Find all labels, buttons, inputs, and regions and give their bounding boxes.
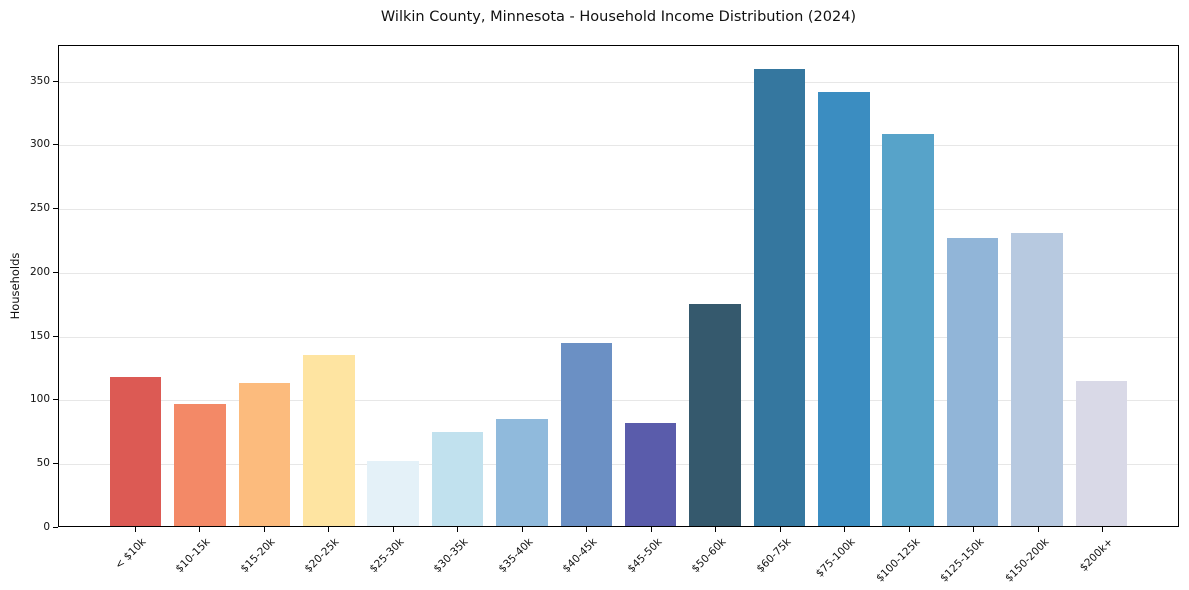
bar-$15-20k	[238, 382, 291, 526]
x-tick-label-$25-30k: $25-30k	[367, 536, 407, 576]
gridline-y-200	[59, 272, 1178, 274]
y-tick-label-0: 0	[43, 521, 50, 533]
y-tick-label-350: 350	[29, 74, 50, 87]
y-tick-label-200: 200	[29, 265, 50, 278]
gridline-y-100	[59, 400, 1178, 402]
bar-$150-200k	[1011, 232, 1063, 526]
x-tick-label-$100-125k: $100-125k	[873, 536, 923, 585]
bar-$75-100k	[818, 91, 870, 526]
x-tick-mark-$50-60k	[715, 527, 716, 532]
bar-$50-60k	[689, 303, 741, 526]
x-tick-mark-$200k+	[1102, 527, 1103, 532]
x-tick-mark-$150-200k	[1038, 527, 1039, 532]
y-tick-label-250: 250	[29, 202, 50, 215]
x-tick-mark-$45-50k	[651, 527, 652, 532]
bar-$25-30k	[367, 461, 419, 526]
x-tick-mark-$20-25k	[328, 527, 329, 532]
x-tick-label-$30-35k: $30-35k	[431, 536, 471, 576]
bar-$200k+	[1075, 381, 1128, 526]
x-tick-mark-$125-150k	[973, 527, 974, 532]
gridline-y-350	[59, 81, 1178, 83]
x-tick-label-$20-25k: $20-25k	[302, 536, 342, 576]
x-tick-label-$200k+: $200k+	[1077, 536, 1116, 574]
x-tick-mark-$15-20k	[264, 527, 265, 532]
x-tick-mark-$30-35k	[457, 527, 458, 532]
x-tick-label-$45-50k: $45-50k	[625, 536, 665, 576]
x-tick-label-$150-200k: $150-200k	[1002, 536, 1052, 585]
y-axis-label: Households	[8, 252, 22, 320]
gridline-y-50	[59, 464, 1178, 466]
y-tick-mark-300	[53, 144, 58, 145]
y-tick-mark-100	[53, 399, 58, 400]
gridline-y-250	[59, 209, 1178, 211]
y-tick-mark-350	[53, 81, 58, 82]
x-tick-label-$60-75k: $60-75k	[754, 536, 794, 576]
x-tick-mark-$100-125k	[909, 527, 910, 532]
bar-$125-150k	[946, 237, 999, 526]
y-tick-mark-0	[53, 527, 58, 528]
y-tick-label-50: 50	[36, 457, 50, 470]
bar-$20-25k	[303, 354, 355, 526]
x-tick-label-$75-100k: $75-100k	[813, 536, 858, 580]
y-tick-label-100: 100	[29, 393, 50, 406]
x-tick-label-$10-15k: $10-15k	[173, 536, 213, 576]
x-tick-mark-$25-30k	[393, 527, 394, 532]
x-tick-label-$50-60k: $50-60k	[689, 536, 729, 576]
bar-$45-50k	[624, 423, 677, 526]
x-tick-label-$40-45k: $40-45k	[560, 536, 600, 576]
bar-$100-125k	[882, 133, 934, 526]
bar-$30-35k	[431, 432, 484, 526]
gridline-y-150	[59, 336, 1178, 338]
y-tick-mark-150	[53, 336, 58, 337]
x-tick-mark-$35-40k	[522, 527, 523, 532]
x-tick-label-$35-40k: $35-40k	[496, 536, 536, 576]
y-tick-mark-50	[53, 463, 58, 464]
x-tick-label-< $10k: < $10k	[112, 536, 149, 572]
gridline-y-300	[59, 145, 1178, 147]
x-tick-mark-$60-75k	[780, 527, 781, 532]
x-tick-label-$125-150k: $125-150k	[938, 536, 987, 585]
plot-area	[58, 45, 1179, 527]
bar-$35-40k	[496, 419, 548, 526]
bar-$60-75k	[753, 68, 806, 526]
y-tick-label-150: 150	[29, 329, 50, 342]
y-tick-mark-200	[53, 272, 58, 273]
bar-< $10k	[109, 377, 162, 526]
x-tick-mark-$10-15k	[199, 527, 200, 532]
x-tick-mark-$40-45k	[586, 527, 587, 532]
x-tick-label-$15-20k: $15-20k	[238, 536, 278, 576]
x-tick-mark-< $10k	[135, 527, 136, 532]
x-tick-mark-$75-100k	[844, 527, 845, 532]
y-tick-mark-250	[53, 208, 58, 209]
chart-title: Wilkin County, Minnesota - Household Inc…	[380, 9, 857, 25]
bar-$40-45k	[560, 343, 613, 526]
y-tick-label-300: 300	[29, 138, 50, 151]
bar-$10-15k	[174, 404, 226, 526]
